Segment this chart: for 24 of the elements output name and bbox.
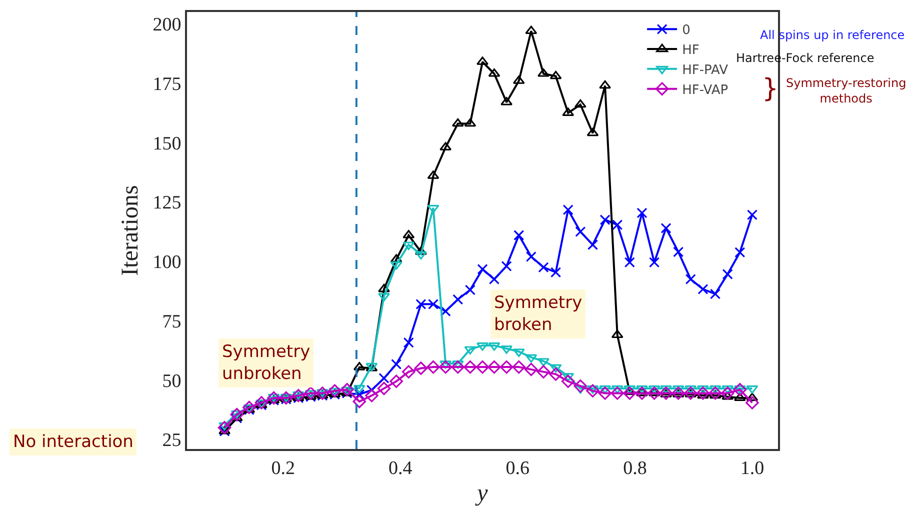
y-tick-label: 50 [162,370,182,392]
text: Symmetry-restoring methods [786,76,906,106]
y-tick-label: 25 [162,430,182,452]
x-tick-label: 0.6 [506,458,530,479]
y-tick-label: 125 [152,192,182,214]
legend-label: HF [682,43,700,58]
x-tick-label: 0.2 [271,458,296,479]
legend-label: HF-PAV [682,63,728,78]
annotation: Symmetry unbroken [222,342,310,384]
annotation: } [762,74,779,104]
text: No interaction [13,432,134,452]
y-tick-label: 150 [152,133,182,154]
y-tick-label: 100 [152,252,182,274]
annotation: Symmetry broken [494,293,582,336]
y-tick-label: 75 [162,311,182,332]
x-tick-label: 1.0 [740,458,764,479]
x-tick-label: 0.4 [388,458,413,479]
y-axis-title: Iterations [117,185,144,276]
y-tick-label: 175 [152,74,182,95]
x-tick-label: 0.8 [623,458,647,479]
y-tick-label: 200 [152,14,182,36]
legend-label: HF-VAP [682,82,728,98]
x-axis-title: y [475,480,488,507]
legend-label: 0 [682,23,690,38]
